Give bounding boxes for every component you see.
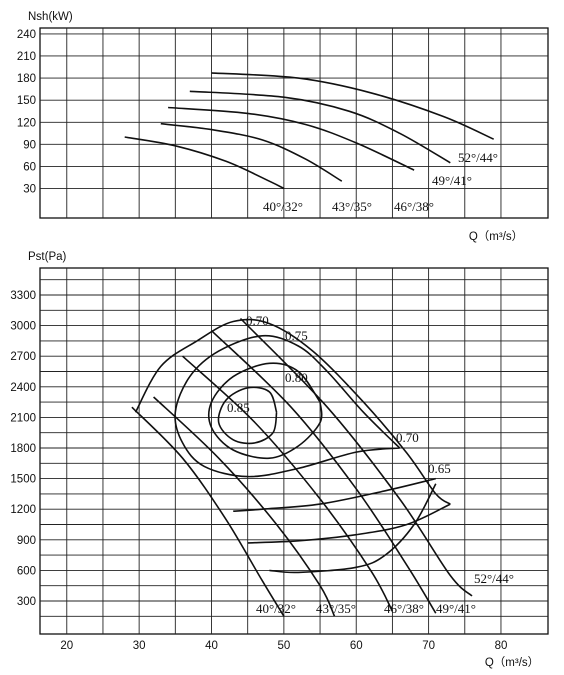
bottom-y-tick-label: 3000 bbox=[10, 321, 36, 333]
pressure-chart: 300 600 900 1200 1500 1800 2100 2400 2700 3000 330… bbox=[10, 251, 549, 669]
bottom-y-axis-title: Pst(Pa) bbox=[28, 251, 67, 263]
bottom-y-tick-label: 2400 bbox=[10, 382, 36, 394]
top-curve-label: 40°/32° bbox=[263, 199, 303, 214]
efficiency-contour bbox=[208, 362, 323, 460]
top-y-tick-label: 150 bbox=[17, 95, 36, 107]
bottom-y-tick-label: 3300 bbox=[10, 290, 36, 302]
bottom-curve-4 bbox=[210, 330, 437, 614]
bottom-curve-3 bbox=[182, 355, 394, 612]
bottom-curve-label: 46°/38° bbox=[384, 601, 424, 616]
bottom-x-tick-label: 20 bbox=[60, 640, 73, 652]
bottom-y-tick-label: 900 bbox=[17, 535, 36, 547]
bottom-curve-label: 40°/32° bbox=[256, 601, 296, 616]
efficiency-label: 0.75 bbox=[285, 328, 308, 343]
top-y-tick-label: 90 bbox=[23, 139, 36, 151]
bottom-curve-label: 43°/35° bbox=[316, 601, 356, 616]
top-plot-frame bbox=[39, 27, 549, 219]
bottom-y-tick-label: 2700 bbox=[10, 351, 36, 363]
bottom-curve-1 bbox=[131, 406, 285, 617]
top-x-axis-title: Q（m³/s） bbox=[469, 230, 523, 243]
bottom-y-tick-label: 1200 bbox=[10, 504, 36, 516]
top-curve-label: 49°/41° bbox=[432, 173, 472, 188]
efficiency-contour bbox=[233, 477, 436, 512]
bottom-x-axis-title: Q（m³/s） bbox=[485, 656, 539, 669]
bottom-curve-2 bbox=[153, 396, 336, 617]
top-curve-4 bbox=[189, 90, 451, 164]
efficiency-label: 0.70 bbox=[396, 430, 419, 445]
top-curve-5 bbox=[211, 72, 495, 140]
top-curve-2 bbox=[160, 122, 343, 182]
bottom-x-tick-label: 80 bbox=[495, 640, 508, 652]
bottom-x-tick-label: 70 bbox=[422, 640, 435, 652]
top-y-axis-title: Nsh(kW) bbox=[28, 11, 73, 23]
top-y-tick-label: 30 bbox=[23, 184, 36, 196]
bottom-x-tick-label: 50 bbox=[277, 640, 290, 652]
power-chart: 30 60 90 120 150 180 210 240 Nsh(kW) Q（m³/s） 40°/3… bbox=[17, 11, 549, 243]
top-curve-1 bbox=[124, 136, 285, 190]
efficiency-label: 0.65 bbox=[428, 461, 451, 476]
top-curve-3 bbox=[168, 106, 415, 171]
top-y-tick-label: 180 bbox=[17, 73, 36, 85]
top-y-tick-label: 120 bbox=[17, 117, 36, 129]
efficiency-contour bbox=[247, 503, 451, 544]
bottom-y-tick-label: 1800 bbox=[10, 443, 36, 455]
top-y-tick-label: 240 bbox=[17, 29, 36, 41]
bottom-curve-label: 52°/44° bbox=[474, 571, 514, 586]
efficiency-contour bbox=[174, 334, 401, 478]
bottom-x-tick-label: 40 bbox=[205, 640, 218, 652]
bottom-y-tick-label: 600 bbox=[17, 565, 36, 577]
efficiency-contour bbox=[269, 483, 437, 574]
bottom-curve-label: 49°/41° bbox=[436, 601, 476, 616]
top-curve-label: 43°/35° bbox=[332, 199, 372, 214]
top-curve-label: 46°/38° bbox=[394, 199, 434, 214]
bottom-y-tick-label: 300 bbox=[17, 596, 36, 608]
efficiency-contour bbox=[134, 318, 451, 505]
bottom-plot-frame bbox=[39, 267, 549, 635]
top-y-tick-label: 210 bbox=[17, 51, 36, 63]
bottom-curve-5 bbox=[239, 317, 473, 597]
efficiency-label: 0.70 bbox=[246, 313, 269, 328]
bottom-y-tick-label: 2100 bbox=[10, 412, 36, 424]
bottom-x-tick-label: 60 bbox=[350, 640, 363, 652]
efficiency-label: 0.85 bbox=[227, 400, 250, 415]
top-curve-label: 52°/44° bbox=[458, 150, 498, 165]
bottom-y-tick-label: 1500 bbox=[10, 474, 36, 486]
bottom-x-tick-label: 30 bbox=[133, 640, 146, 652]
top-y-tick-label: 60 bbox=[23, 161, 36, 173]
